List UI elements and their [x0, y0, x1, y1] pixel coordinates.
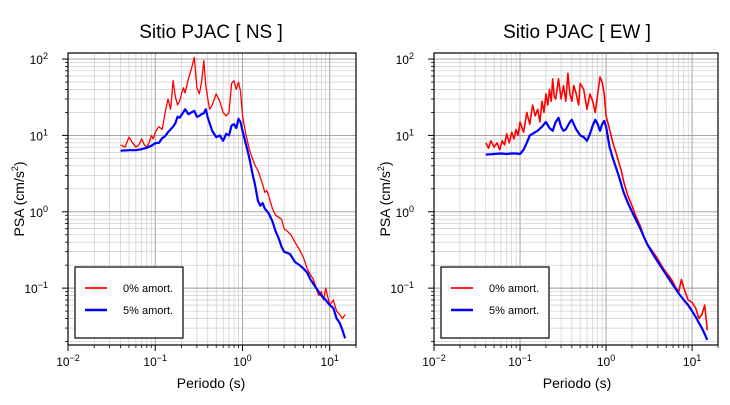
legend-box — [440, 266, 550, 339]
chart-panel-ew: Sitio PJAC [ EW ] 10−2 10−1 100 101 10−1 100 10… — [376, 22, 719, 391]
legend-label: 0% amort. — [489, 283, 539, 295]
y-tick-label: 101 — [30, 127, 48, 143]
plot-frame — [67, 52, 357, 346]
legend: 0% amort. 5% amort. — [74, 266, 184, 339]
x-tick-label: 100 — [597, 353, 615, 369]
x-tick-label: 101 — [683, 353, 701, 369]
y-tick-label: 102 — [30, 51, 48, 67]
y-tick-label: 10−1 — [24, 280, 48, 296]
legend-label: 0% amort. — [123, 283, 173, 295]
y-axis-label: PSA (cm/s2) — [10, 161, 27, 236]
series-line-damped — [120, 108, 347, 339]
x-tick-label: 10−1 — [143, 353, 167, 369]
series-line-undamped — [485, 72, 709, 331]
chart-panel-ns: Sitio PJAC [ NS ] 10−2 10−1 100 101 10−1 100 10… — [10, 22, 357, 391]
plot-frame — [433, 52, 719, 346]
series-line-damped — [485, 116, 709, 341]
x-tick-label: 10−2 — [422, 353, 446, 369]
legend: 0% amort. 5% amort. — [440, 266, 550, 339]
y-tick-label: 100 — [396, 204, 414, 220]
chart-title: Sitio PJAC [ EW ] — [503, 22, 651, 43]
y-tick-label: 102 — [396, 51, 414, 67]
legend-label: 5% amort. — [123, 305, 173, 317]
x-tick-label: 10−2 — [56, 353, 80, 369]
chart-title: Sitio PJAC [ NS ] — [139, 22, 283, 43]
x-axis-label: Periodo (s) — [543, 375, 611, 391]
x-tick-label: 101 — [321, 353, 339, 369]
x-tick-label: 100 — [233, 353, 251, 369]
legend-label: 5% amort. — [489, 305, 539, 317]
series-line-undamped — [120, 56, 346, 320]
y-tick-label: 10−1 — [390, 280, 414, 296]
grid — [67, 53, 357, 345]
legend-box — [74, 266, 184, 339]
x-tick-label: 10−1 — [508, 353, 532, 369]
y-tick-label: 100 — [30, 204, 48, 220]
y-axis-label: PSA (cm/s2) — [376, 161, 393, 236]
y-tick-label: 101 — [396, 127, 414, 143]
x-axis-label: Periodo (s) — [177, 375, 245, 391]
